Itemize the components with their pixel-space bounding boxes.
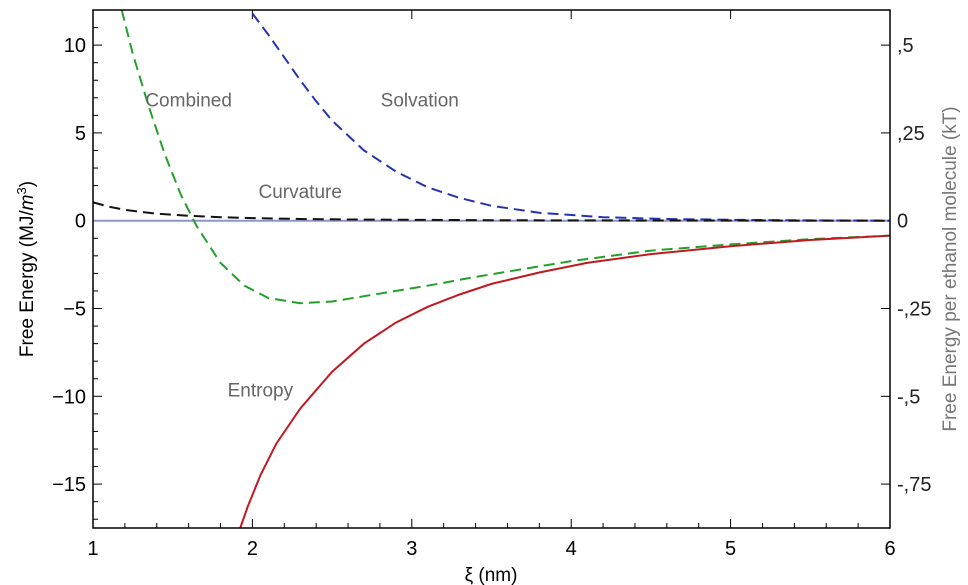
y-tick-label: 10 bbox=[64, 35, 86, 57]
annotation-solvation: Solvation bbox=[381, 91, 459, 112]
y-tick-label: 0 bbox=[75, 211, 86, 233]
y2-tick-label: -,75 bbox=[897, 474, 931, 496]
y2-tick-label: ,5 bbox=[897, 35, 914, 57]
x-tick-label: 6 bbox=[884, 538, 895, 560]
series-curvature bbox=[93, 201, 890, 222]
y2-tick-label: -,25 bbox=[897, 299, 931, 321]
series-entropy bbox=[239, 234, 890, 528]
x-tick-label: 1 bbox=[87, 538, 98, 560]
x-tick-label: 2 bbox=[247, 538, 258, 560]
plot-frame bbox=[92, 9, 891, 529]
series-solvation bbox=[251, 12, 890, 222]
y2-axis-title: Free Energy per ethanol molecule (kT) bbox=[940, 106, 961, 431]
tick-marks bbox=[92, 9, 891, 528]
y-tick-label: 5 bbox=[75, 123, 86, 145]
y-axis-title: Free Energy (MJ/m3) bbox=[14, 181, 38, 357]
x-axis-title: ξ (nm) bbox=[465, 565, 518, 585]
x-tick-label: 4 bbox=[566, 538, 577, 560]
annotation-combined: Combined bbox=[145, 91, 232, 112]
x-tick-label: 3 bbox=[406, 538, 417, 560]
series-combined bbox=[120, 10, 890, 305]
y2-tick-label: -,5 bbox=[897, 386, 920, 408]
y-tick-label: −10 bbox=[52, 386, 86, 408]
y2-tick-label: 0 bbox=[897, 211, 908, 233]
y2-tick-label: ,25 bbox=[897, 123, 925, 145]
annotation-entropy: Entropy bbox=[228, 380, 294, 401]
y-tick-label: −15 bbox=[52, 474, 86, 496]
tick-labels: 1 2 3 4 5 6 10 5 0 −5 −10 −15 ,5 ,25 0 -,25 -,5 -,75 bbox=[52, 35, 931, 560]
annotation-curvature: Curvature bbox=[259, 182, 342, 203]
series-layer bbox=[93, 10, 890, 528]
y-tick-label: −5 bbox=[63, 299, 86, 321]
curve-annotations: Combined Solvation Curvature Entropy bbox=[145, 91, 459, 402]
x-tick-label: 5 bbox=[725, 538, 736, 560]
